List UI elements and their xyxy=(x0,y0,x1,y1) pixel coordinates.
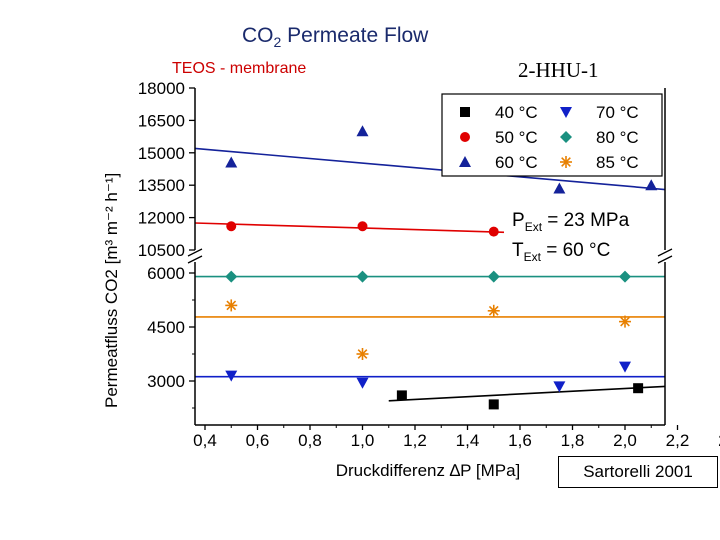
point-s80 xyxy=(356,270,369,283)
point-s40 xyxy=(396,390,407,401)
fit-line-s60 xyxy=(194,147,666,191)
legend-marker-s50 xyxy=(460,132,470,142)
citation-box: Sartorelli 2001 xyxy=(558,456,718,488)
legend-marker-s85 xyxy=(560,156,572,168)
point-s40 xyxy=(633,383,644,394)
y-axis-label: Permeatfluss CO2 [m³ m⁻² h⁻¹] xyxy=(102,173,121,408)
legend-marker-s80 xyxy=(560,131,572,143)
x-tick-label: 2,0 xyxy=(613,431,637,450)
point-s70 xyxy=(225,370,238,382)
point-s70 xyxy=(553,381,566,393)
conditions-box: PExt = 23 MPa TExt = 60 °C xyxy=(504,202,644,268)
data-points xyxy=(225,125,658,410)
point-s70 xyxy=(356,377,369,389)
point-s60 xyxy=(645,179,658,191)
legend-label-s70: 70 °C xyxy=(596,103,639,122)
point-s50 xyxy=(488,226,499,237)
y-tick-label: 10500 xyxy=(138,241,185,260)
y-tick-label: 15000 xyxy=(138,144,185,163)
fit-lines xyxy=(194,147,666,402)
point-s40 xyxy=(488,399,499,410)
fit-line-s40 xyxy=(388,385,666,402)
point-s85 xyxy=(356,348,369,360)
y-tick-label: 6000 xyxy=(147,264,185,283)
point-s70 xyxy=(619,361,631,373)
pressure-condition: PExt = 23 MPa xyxy=(512,210,630,234)
point-s80 xyxy=(487,270,500,283)
x-tick-label: 1,2 xyxy=(403,431,427,450)
point-s60 xyxy=(553,182,566,194)
x-tick-label: 0,8 xyxy=(298,431,322,450)
x-tick-label: 1,8 xyxy=(561,431,585,450)
x-tick-label: 2,2 xyxy=(666,431,690,450)
x-tick-label: 1,0 xyxy=(351,431,375,450)
legend-box xyxy=(441,93,663,177)
point-s80 xyxy=(619,270,631,283)
chart-title: CO2 Permeate Flow xyxy=(242,24,428,50)
legend-marker-s60 xyxy=(459,156,471,167)
y-tick-label: 13500 xyxy=(138,176,185,195)
axis-break-right xyxy=(657,248,673,264)
axis-break-left xyxy=(187,248,203,264)
membrane-label: TEOS - membrane xyxy=(172,60,307,77)
point-s85 xyxy=(225,299,238,312)
y-axis-title: Permeatfluss CO2 [m³ m⁻² h⁻¹] xyxy=(102,173,121,408)
title-subscript: 2 xyxy=(273,34,282,51)
point-s85 xyxy=(487,304,500,317)
x-tick-label: 0,6 xyxy=(246,431,270,450)
sample-id: 2-HHU-1 xyxy=(518,58,599,82)
y-tick-label: 16500 xyxy=(138,111,185,130)
axes: 0,40,60,81,01,21,41,61,82,02,22,42,6Druc… xyxy=(138,79,720,480)
fit-line-s50 xyxy=(194,222,521,234)
x-tick-label: 0,4 xyxy=(193,431,217,450)
point-s85 xyxy=(619,315,631,328)
y-tick-label: 12000 xyxy=(138,209,185,228)
legend-label-s50: 50 °C xyxy=(495,128,538,147)
point-s50 xyxy=(226,221,237,232)
legend-label-s85: 85 °C xyxy=(596,153,639,172)
point-s60 xyxy=(225,156,238,168)
temperature-condition: TExt = 60 °C xyxy=(512,240,610,264)
y-tick-label: 4500 xyxy=(147,318,185,337)
x-tick-label: 2,4 xyxy=(718,431,720,450)
x-axis-label: Druckdifferenz ∆P [MPa] xyxy=(336,461,521,480)
legend-label-s60: 60 °C xyxy=(495,153,538,172)
y-tick-label: 18000 xyxy=(138,79,185,98)
point-s60 xyxy=(356,125,369,137)
title-prefix: CO xyxy=(242,24,274,47)
x-tick-label: 1,4 xyxy=(456,431,480,450)
point-s50 xyxy=(357,221,368,232)
conditions-bg xyxy=(504,202,644,268)
y-tick-label: 3000 xyxy=(147,372,185,391)
legend-label-s40: 40 °C xyxy=(495,103,538,122)
legend: 40 °C 50 °C 60 °C 70 °C 80 °C 85 °C xyxy=(441,93,663,177)
legend-marker-s40 xyxy=(460,107,470,117)
x-tick-label: 1,6 xyxy=(508,431,532,450)
legend-marker-s70 xyxy=(560,107,572,118)
point-s80 xyxy=(225,270,238,283)
legend-label-s80: 80 °C xyxy=(596,128,639,147)
title-suffix: Permeate Flow xyxy=(281,24,429,47)
